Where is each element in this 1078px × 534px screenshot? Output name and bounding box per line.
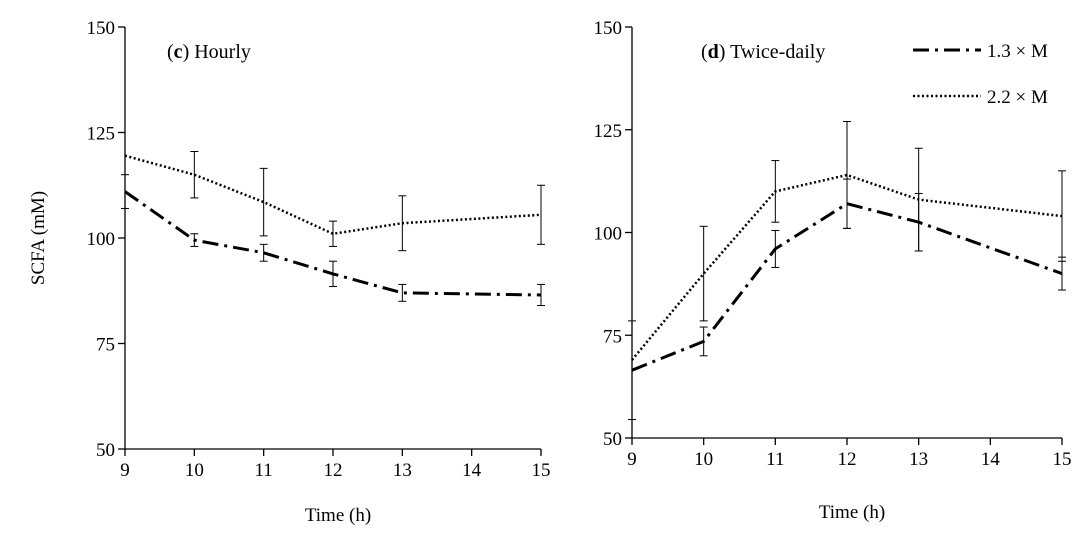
panel-d-series-1-line bbox=[631, 202, 1063, 372]
panel-c-x-tick-label: 15 bbox=[532, 460, 551, 481]
panel-c-x-tick-label: 13 bbox=[393, 460, 412, 481]
panel-c-x-tick-label: 14 bbox=[462, 460, 482, 481]
panel-c-hourly: (c) Hourly Time (h) SCFA (mM) 50 75 100 125… bbox=[28, 18, 551, 526]
panel-d-x-axis-title: Time (h) bbox=[819, 502, 885, 523]
panel-d-x-tick-label: 13 bbox=[909, 449, 928, 470]
panel-d-y-tick-label: 125 bbox=[594, 121, 623, 142]
panel-d-y-tick-label: 50 bbox=[603, 429, 622, 450]
panel-d-legend: 1.3 × M 2.2 × M bbox=[913, 41, 1048, 108]
panel-d-x-tick-label: 10 bbox=[694, 449, 713, 470]
panel-c-x-tick-label: 12 bbox=[324, 460, 343, 481]
panel-c-series-2-line bbox=[124, 154, 542, 236]
panel-c-title: (c) Hourly bbox=[167, 41, 251, 63]
panel-d-x-tick-label: 11 bbox=[766, 449, 784, 470]
panel-d-x-tick-label: 14 bbox=[981, 449, 1001, 470]
panel-d-y-tick-label: 100 bbox=[594, 224, 623, 245]
panel-c-y-tick-label: 75 bbox=[96, 335, 115, 356]
panel-c-y-tick-label: 100 bbox=[87, 229, 116, 250]
panel-d-title: (d) Twice-daily bbox=[701, 41, 825, 63]
panel-c-x-tick-label: 10 bbox=[185, 460, 204, 481]
panel-c-series-1-line bbox=[124, 190, 542, 297]
panel-d-twice-daily: (d) Twice-daily Time (h) 1.3 × M 2.2 × M… bbox=[594, 18, 1072, 523]
panel-d-series-2-line bbox=[631, 173, 1063, 361]
panel-d-x-tick-label: 15 bbox=[1053, 449, 1072, 470]
panel-d-y-tick-label: 75 bbox=[603, 326, 622, 347]
panel-c-x-tick-label: 11 bbox=[255, 460, 273, 481]
panel-c-x-tick-label: 9 bbox=[120, 460, 130, 481]
panel-d-y-tick-label: 150 bbox=[594, 18, 623, 39]
legend-label-series-1: 1.3 × M bbox=[987, 41, 1048, 62]
panel-c-y-tick-label: 125 bbox=[87, 124, 116, 145]
panel-d-x-tick-label: 12 bbox=[838, 449, 857, 470]
legend-label-series-2: 2.2 × M bbox=[987, 87, 1048, 108]
panel-c-y-tick-label: 150 bbox=[87, 18, 116, 39]
panel-c-x-axis-title: Time (h) bbox=[305, 505, 371, 526]
panel-c-y-axis-title: SCFA (mM) bbox=[28, 191, 49, 285]
panel-c-y-tick-label: 50 bbox=[96, 440, 115, 461]
panel-d-x-tick-label: 9 bbox=[627, 449, 637, 470]
